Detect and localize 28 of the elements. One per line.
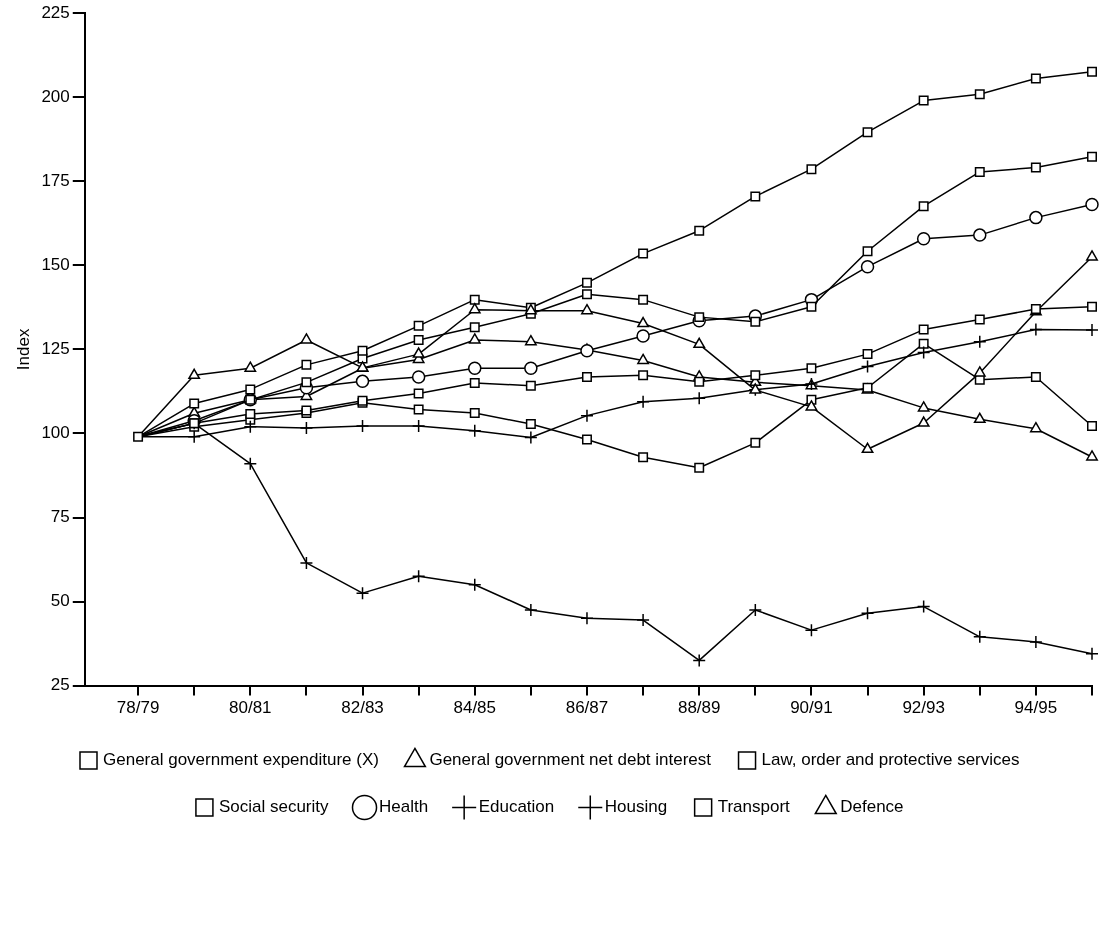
- x-tick-label: 92/93: [902, 698, 945, 718]
- y-axis-title: Index: [13, 328, 33, 371]
- legend-label: Education: [478, 797, 555, 817]
- legend-label: General government net debt interest: [429, 750, 712, 770]
- legend-label: Transport: [717, 797, 791, 817]
- x-tick-label: 86/87: [565, 698, 609, 718]
- x-tick-label: 88/89: [677, 698, 721, 718]
- x-tick-label: 80/81: [229, 698, 272, 718]
- y-tick-label: 225: [41, 2, 70, 22]
- x-tick-label: 82/83: [341, 698, 384, 718]
- legend-label: Law, order and protective services: [761, 750, 1020, 770]
- y-tick-label: 25: [50, 675, 70, 695]
- x-tick-label: 94/95: [1014, 698, 1058, 718]
- legend-label: Housing: [604, 797, 668, 817]
- y-tick-label: 200: [41, 86, 70, 106]
- legend-label: General government expenditure (X): [103, 750, 379, 770]
- y-tick-label: 175: [41, 170, 70, 190]
- y-tick-label: 150: [41, 255, 70, 275]
- x-tick-label: 84/85: [453, 698, 497, 718]
- x-tick-label: 78/79: [116, 698, 160, 718]
- legend-label: Defence: [840, 797, 904, 817]
- y-tick-label: 75: [50, 507, 70, 527]
- y-tick-label: 100: [41, 423, 70, 443]
- y-tick-label: 50: [50, 591, 70, 611]
- legend-label: Social security: [218, 797, 330, 817]
- x-tick-label: 90/91: [790, 698, 833, 718]
- y-tick-label: 125: [41, 339, 70, 359]
- legend-label: Health: [379, 797, 429, 817]
